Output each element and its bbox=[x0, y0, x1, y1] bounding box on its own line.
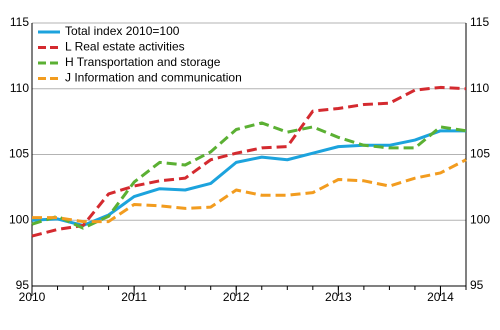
y-tick-label-right: 115 bbox=[470, 15, 489, 29]
series-line bbox=[31, 85, 467, 238]
legend-label: L Real estate activities bbox=[65, 40, 185, 54]
y-tick-label-right: 110 bbox=[470, 81, 489, 95]
y-tick-label-right: 105 bbox=[470, 147, 490, 161]
y-tick-label: 110 bbox=[10, 81, 29, 95]
y-tick-label-right: 100 bbox=[470, 212, 490, 226]
y-tick-label: 100 bbox=[9, 212, 29, 226]
legend: Total index 2010=100 L Real estate activi… bbox=[38, 24, 242, 85]
legend-label: H Transportation and storage bbox=[65, 55, 221, 69]
y-tick-label: 95 bbox=[16, 278, 30, 292]
x-tick-label: 2014 bbox=[427, 290, 454, 304]
legend-label: Total index 2010=100 bbox=[65, 24, 180, 38]
x-tick-label: 2011 bbox=[121, 290, 147, 304]
y-tick-label: 115 bbox=[10, 15, 29, 29]
y-tick-label: 105 bbox=[9, 147, 29, 161]
legend-label: J Information and communication bbox=[65, 71, 242, 85]
series-line bbox=[31, 129, 466, 228]
x-tick-label: 2012 bbox=[223, 290, 250, 304]
y-tick-label-right: 95 bbox=[470, 278, 484, 292]
series-line bbox=[32, 158, 467, 224]
x-tick-label: 2010 bbox=[19, 290, 46, 304]
series-line bbox=[31, 121, 467, 230]
x-tick-label: 2013 bbox=[325, 290, 352, 304]
